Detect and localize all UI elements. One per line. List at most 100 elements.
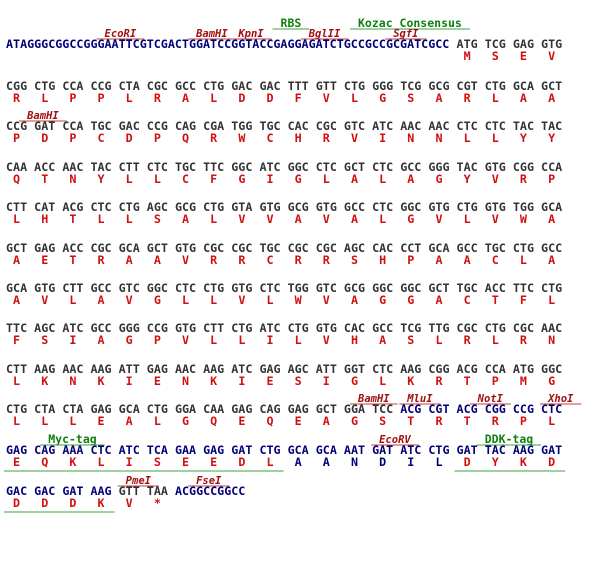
- amino-acid: F: [520, 293, 527, 307]
- codon: GCG: [428, 79, 449, 93]
- amino-acid: D: [548, 455, 555, 469]
- amino-acid: L: [295, 333, 302, 347]
- amino-acid: S: [295, 374, 302, 388]
- codon: CGC: [513, 321, 534, 335]
- codon: CAA: [6, 160, 27, 174]
- codon: CTC: [147, 160, 168, 174]
- amino-acid: P: [492, 374, 499, 388]
- codon: CGC: [288, 241, 309, 255]
- codon: CGG: [485, 402, 506, 416]
- codon: GAT: [62, 484, 83, 498]
- codon: CTG: [541, 281, 562, 295]
- codon: GCC: [400, 160, 421, 174]
- codon: TTG: [428, 321, 449, 335]
- amino-acid: L: [266, 293, 273, 307]
- codon: ACC: [62, 241, 83, 255]
- amino-acid: R: [238, 253, 246, 267]
- codon: AAG: [90, 484, 111, 498]
- amino-acid: L: [41, 91, 48, 105]
- amino-acid: N: [69, 374, 76, 388]
- amino-acid: E: [13, 455, 20, 469]
- codon: TTC: [513, 281, 534, 295]
- amino-acid: P: [520, 414, 527, 428]
- amino-acid: L: [548, 293, 555, 307]
- codon: ATT: [316, 362, 337, 376]
- codon: CTG: [259, 443, 280, 457]
- codon: GAC: [6, 484, 27, 498]
- amino-acid: R: [98, 253, 106, 267]
- amino-acid: L: [520, 253, 527, 267]
- codon: GAG: [288, 402, 309, 416]
- amino-acid: D: [13, 496, 20, 510]
- codon: GCA: [288, 443, 309, 457]
- amino-acid: G: [407, 212, 414, 226]
- amino-acid: V: [182, 333, 189, 347]
- amino-acid: I: [126, 455, 133, 469]
- codon: GGT: [344, 362, 365, 376]
- codon: GCA: [6, 281, 27, 295]
- amino-acid: A: [295, 212, 302, 226]
- amino-acid: H: [41, 212, 48, 226]
- codon: GGA: [344, 402, 365, 416]
- amino-acid: E: [182, 455, 189, 469]
- codon: ATC: [372, 119, 393, 133]
- codon: CTG: [119, 200, 140, 214]
- codon: GCC: [175, 79, 196, 93]
- amino-acid: G: [548, 374, 555, 388]
- codon: CTG: [34, 79, 55, 93]
- amino-acid: K: [41, 374, 48, 388]
- amino-acid: G: [126, 333, 133, 347]
- amino-acid: V: [351, 131, 358, 145]
- amino-acid: S: [407, 333, 414, 347]
- codon: CGC: [90, 241, 111, 255]
- codon: GGA: [175, 402, 196, 416]
- amino-acid: L: [126, 172, 133, 186]
- codon: CAC: [344, 321, 365, 335]
- codon: CCA: [541, 160, 562, 174]
- codon: GAT: [372, 443, 393, 457]
- enzyme-site-label: NotI: [477, 393, 504, 405]
- amino-acid: E: [266, 374, 273, 388]
- amino-acid: Q: [13, 172, 20, 186]
- amino-acid: P: [13, 131, 20, 145]
- amino-acid: M: [520, 374, 527, 388]
- codon: GCG: [288, 200, 309, 214]
- amino-acid: W: [520, 212, 528, 226]
- amino-acid: V: [492, 212, 499, 226]
- codon: GCT: [316, 402, 337, 416]
- codon: ATC: [231, 362, 252, 376]
- amino-acid: L: [98, 212, 105, 226]
- amino-acid: T: [407, 414, 414, 428]
- codon: CCA: [62, 79, 83, 93]
- amino-acid: L: [98, 455, 105, 469]
- codon: GCA: [513, 79, 534, 93]
- amino-acid: F: [295, 91, 302, 105]
- codon: TGG: [288, 281, 309, 295]
- enzyme-site-label: EcoRV: [379, 434, 411, 446]
- codon: CTG: [288, 321, 309, 335]
- codon: GAG: [147, 362, 168, 376]
- amino-acid: V: [492, 172, 499, 186]
- amino-acid: R: [464, 91, 472, 105]
- codon: GCA: [428, 241, 449, 255]
- enzyme-site-label: BglII: [308, 28, 341, 40]
- codon: GTC: [316, 281, 337, 295]
- amino-acid: Y: [464, 172, 471, 186]
- amino-acid: P: [98, 91, 105, 105]
- amino-acid: C: [464, 293, 471, 307]
- amino-acid: R: [295, 253, 303, 267]
- amino-acid: D: [69, 496, 76, 510]
- amino-acid: A: [126, 414, 133, 428]
- codon: CAG: [34, 443, 55, 457]
- amino-acid: V: [41, 293, 48, 307]
- codon: GTG: [231, 281, 252, 295]
- amino-acid: I: [407, 455, 414, 469]
- enzyme-site-label: BamHI: [357, 393, 390, 405]
- amino-acid: A: [351, 293, 358, 307]
- codon: CTC: [175, 281, 196, 295]
- feature-label: DDK-tag: [485, 432, 534, 446]
- codon: CTC: [541, 402, 562, 416]
- codon: GTA: [231, 200, 252, 214]
- codon: CTG: [344, 79, 365, 93]
- amino-acid: G: [407, 293, 414, 307]
